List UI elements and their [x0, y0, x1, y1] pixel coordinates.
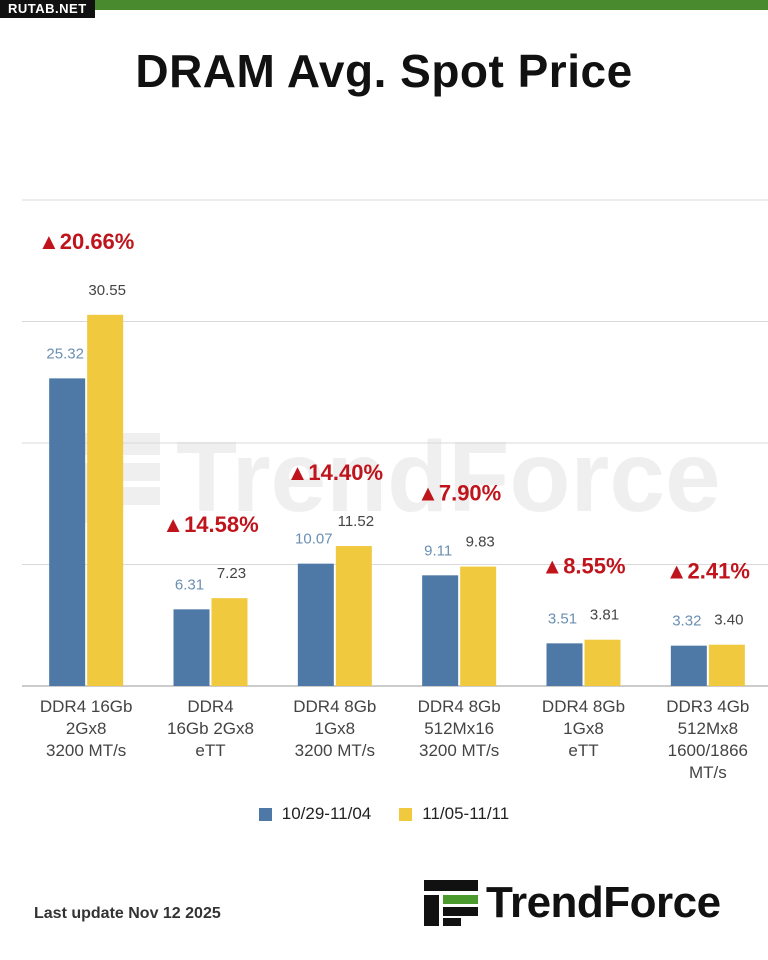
chart-legend: 10/29-11/04 11/05-11/11 — [0, 804, 768, 824]
data-label-series-1-6: 3.32 — [672, 613, 701, 630]
category-label-5-line-1: DDR4 8Gb — [542, 697, 625, 716]
data-label-series-2-4: 9.83 — [466, 534, 495, 551]
change-label-1: ▲20.66% — [38, 229, 134, 254]
data-label-series-1-1: 25.32 — [46, 345, 84, 362]
bar-series-1-2 — [173, 609, 210, 686]
category-label-2-line-3: eTT — [195, 741, 225, 760]
bar-series-2-3 — [335, 546, 372, 686]
bar-series-1-6 — [670, 645, 707, 686]
bar-series-2-4 — [460, 566, 497, 686]
legend-swatch-series-2 — [399, 807, 413, 821]
category-label-4-line-3: 3200 MT/s — [419, 741, 499, 760]
bar-chart: 25.32 30.55 ▲20.66% DDR4 16Gb 2Gx8 3200 MT/s 6… — [22, 199, 768, 782]
chart-title: DRAM Avg. Spot Price — [135, 45, 633, 97]
bar-series-2-1 — [87, 314, 124, 686]
data-label-series-1-5: 3.51 — [548, 610, 577, 627]
category-label-6-line-4: MT/s — [689, 763, 727, 782]
category-label-6-line-2: 512Mx8 — [678, 719, 738, 738]
data-label-series-1-2: 6.31 — [175, 576, 204, 593]
legend-label-series-1: 10/29-11/04 — [281, 804, 372, 823]
change-label-5: ▲8.55% — [541, 554, 625, 579]
data-label-series-2-6: 3.40 — [714, 612, 743, 629]
bar-series-2-2 — [211, 598, 248, 686]
data-label-series-1-3: 10.07 — [295, 531, 333, 548]
category-label-3-line-3: 3200 MT/s — [295, 741, 375, 760]
category-label-2-line-1: DDR4 — [187, 697, 233, 716]
category-label-6-line-3: 1600/1866 — [668, 741, 748, 760]
category-label-3-line-1: DDR4 8Gb — [293, 697, 376, 716]
category-label-6-line-1: DDR3 4Gb — [666, 697, 749, 716]
category-label-1-line-3: 3200 MT/s — [46, 741, 126, 760]
trendforce-logo: TrendForce — [424, 878, 721, 928]
category-label-1-line-2: 2Gx8 — [66, 719, 107, 738]
category-label-1-line-1: DDR4 16Gb — [40, 697, 133, 716]
data-label-series-2-1: 30.55 — [88, 282, 126, 299]
source-badge: RUTAB.NET — [0, 0, 95, 18]
data-label-series-2-2: 7.23 — [217, 565, 246, 582]
change-label-3: ▲14.40% — [287, 460, 383, 485]
category-label-4-line-2: 512Mx16 — [424, 719, 494, 738]
bar-series-2-6 — [708, 644, 745, 686]
legend-item-series-2: 11/05-11/11 — [399, 804, 509, 824]
bar-series-1-3 — [297, 563, 334, 686]
legend-swatch-series-1 — [258, 807, 272, 821]
data-label-series-1-4: 9.11 — [424, 542, 452, 559]
top-accent-bar — [0, 0, 768, 10]
category-label-3-line-2: 1Gx8 — [315, 719, 356, 738]
bar-series-2-5 — [584, 639, 621, 686]
category-label-2-line-2: 16Gb 2Gx8 — [167, 719, 254, 738]
last-update-text: Last update Nov 12 2025 — [34, 905, 221, 922]
legend-item-series-1: 10/29-11/04 — [258, 804, 372, 824]
legend-label-series-2: 11/05-11/11 — [422, 804, 510, 823]
bar-series-1-5 — [546, 643, 583, 686]
change-label-2: ▲14.58% — [162, 512, 258, 537]
bar-series-1-4 — [422, 575, 459, 686]
change-label-6: ▲2.41% — [666, 559, 750, 584]
category-label-4-line-1: DDR4 8Gb — [418, 697, 501, 716]
data-label-series-2-3: 11.52 — [338, 513, 374, 530]
bar-series-1-1 — [49, 378, 86, 686]
trendforce-wordmark: TrendForce — [486, 878, 721, 927]
category-label-5-line-3: eTT — [568, 741, 598, 760]
category-label-5-line-2: 1Gx8 — [563, 719, 604, 738]
data-label-series-2-5: 3.81 — [590, 607, 619, 624]
trendforce-logo-icon — [424, 880, 478, 926]
change-label-4: ▲7.90% — [417, 481, 501, 506]
